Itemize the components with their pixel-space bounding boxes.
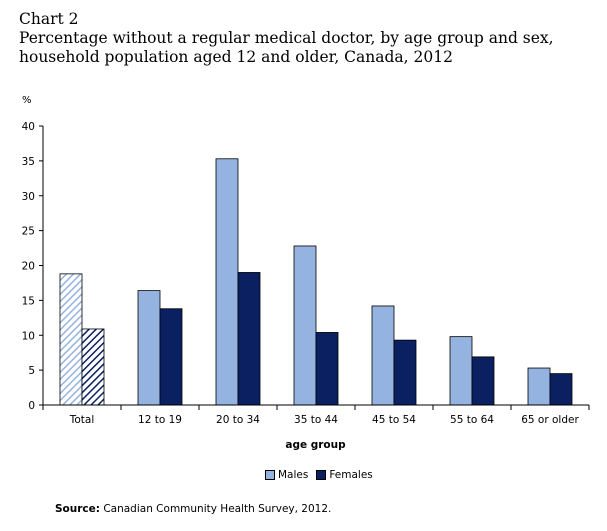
legend-label-males: Males — [278, 469, 309, 481]
source-note: Source: Canadian Community Health Survey… — [55, 503, 331, 515]
x-tick-label-0: Total — [69, 414, 95, 426]
y-tick-label-5: 5 — [28, 365, 35, 377]
legend-item-females: Females — [316, 469, 373, 481]
x-axis-title-text: age group — [285, 439, 346, 451]
chart-number: Chart 2 — [19, 10, 79, 28]
x-tick-label-4: 45 to 54 — [372, 414, 416, 426]
bar-females-0 — [81, 328, 105, 406]
y-tick-label-35: 35 — [22, 156, 35, 168]
x-axis-title: age group — [0, 439, 607, 451]
legend: Males Females — [265, 469, 381, 481]
bar-males-1 — [137, 290, 161, 406]
y-tick-label-20: 20 — [22, 261, 35, 273]
chart-title-block: Chart 2 Percentage without a regular med… — [19, 10, 589, 67]
source-text: Canadian Community Health Survey, 2012. — [99, 503, 332, 515]
y-tick-label-30: 30 — [22, 191, 35, 203]
y-tick-label-0: 0 — [28, 400, 35, 412]
y-axis-unit-label: % — [22, 95, 32, 106]
bar-males-0 — [59, 273, 83, 406]
bar-males-3 — [293, 245, 317, 406]
source-label: Source: — [55, 503, 100, 515]
x-tick-label-2: 20 to 34 — [216, 414, 260, 426]
bar-males-6 — [527, 367, 551, 406]
y-tick-label-25: 25 — [22, 226, 35, 238]
bar-females-1 — [159, 308, 183, 406]
legend-item-males: Males — [265, 469, 308, 481]
legend-swatch-males — [265, 470, 275, 480]
x-tick-label-5: 55 to 64 — [450, 414, 494, 426]
y-tick-label-10: 10 — [22, 330, 35, 342]
chart-title: Percentage without a regular medical doc… — [19, 29, 554, 66]
axes-layer: 0 5 10 15 20 25 30 35 40 Total 12 to 19 20 to 34 35 … — [22, 121, 590, 426]
legend-swatch-females — [316, 470, 327, 480]
y-tick-label-15: 15 — [22, 295, 35, 307]
bar-females-4 — [393, 339, 417, 406]
x-tick-label-3: 35 to 44 — [294, 414, 338, 426]
bars-layer — [59, 158, 573, 406]
bar-males-5 — [449, 336, 473, 406]
legend-label-females: Females — [329, 469, 373, 481]
bar-females-5 — [471, 356, 495, 406]
y-tick-label-40: 40 — [22, 121, 35, 133]
bar-males-2 — [215, 158, 239, 406]
bar-males-4 — [371, 305, 395, 406]
bar-females-3 — [315, 332, 339, 406]
x-tick-label-6: 65 or older — [521, 414, 579, 426]
bar-females-2 — [237, 272, 261, 406]
bar-females-6 — [549, 373, 573, 406]
x-tick-label-1: 12 to 19 — [138, 414, 182, 426]
